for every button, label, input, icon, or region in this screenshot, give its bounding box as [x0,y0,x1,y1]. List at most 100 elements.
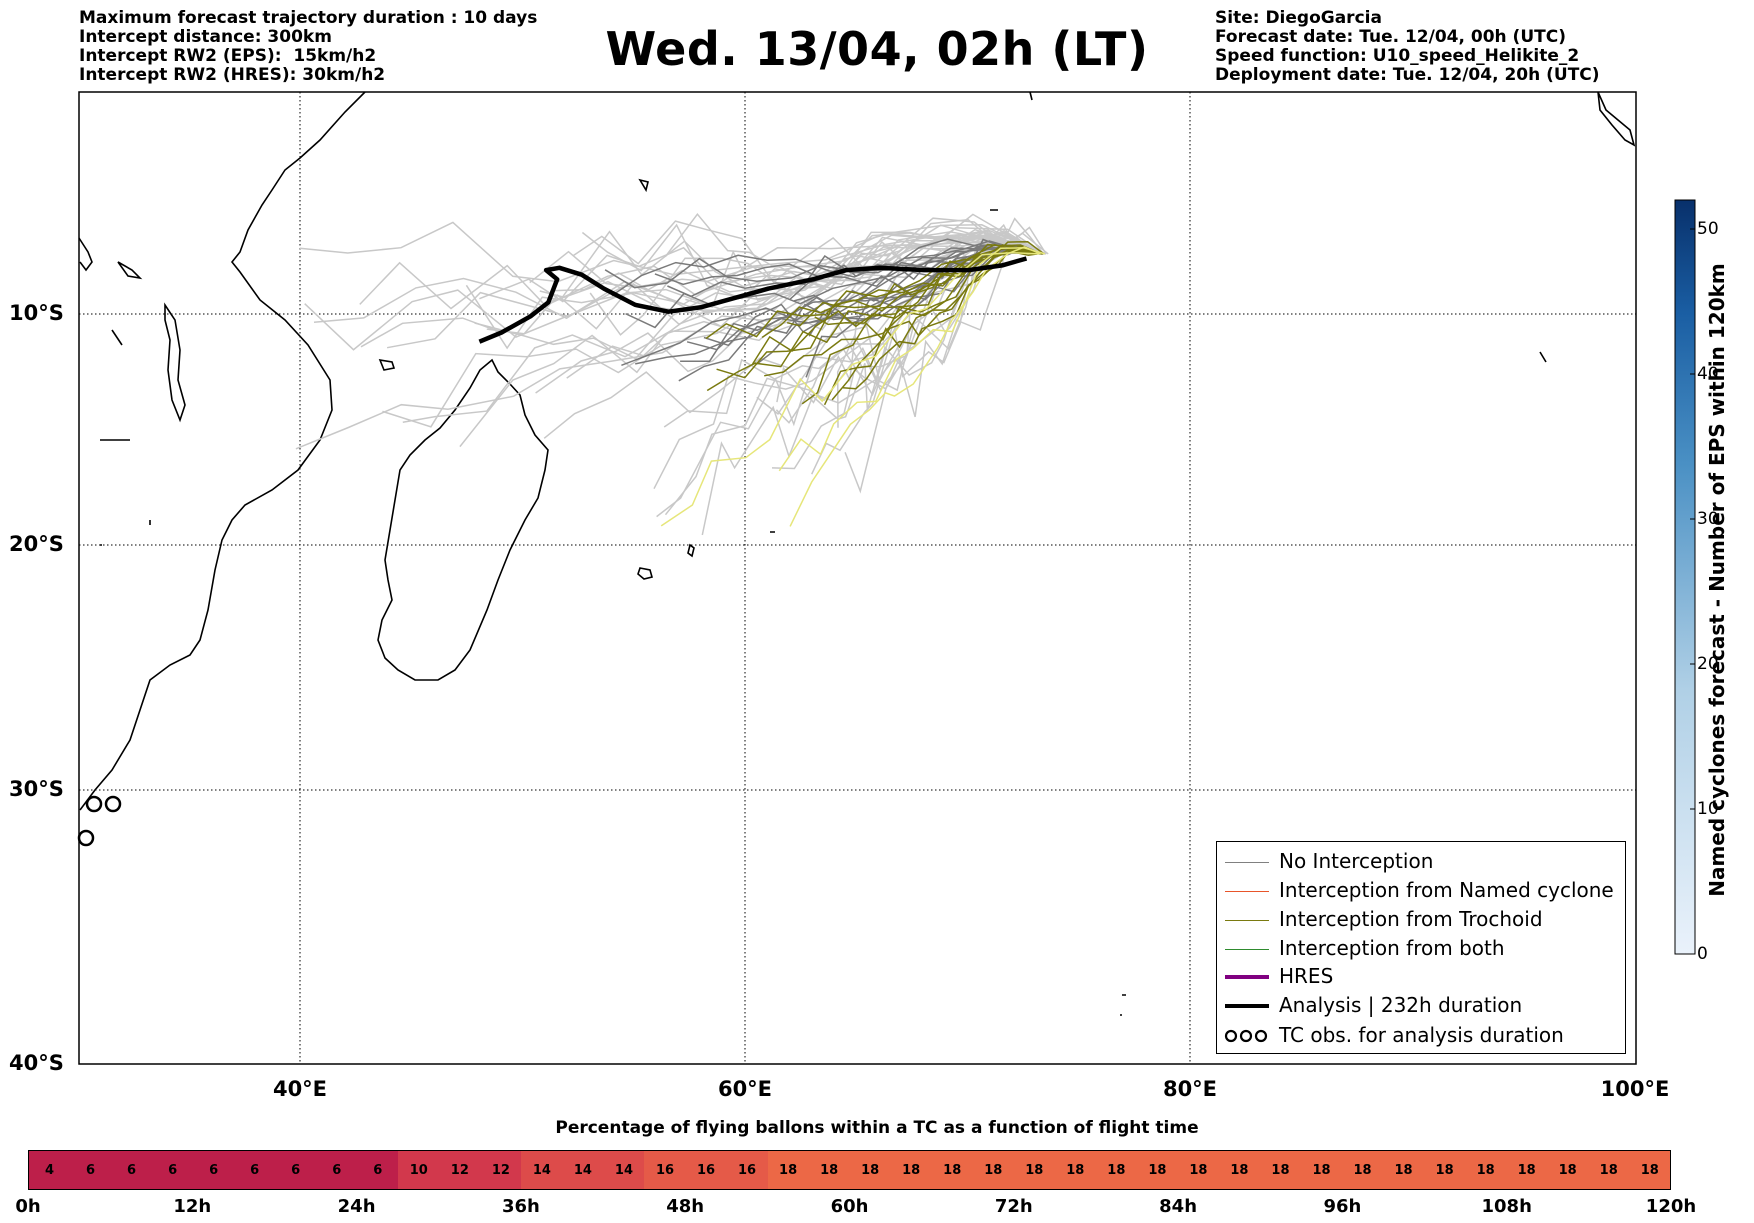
coastlines [78,91,1636,1016]
eps-trajectory [660,251,1040,527]
colorbar-tick-label: 10 [1697,799,1719,819]
lon-label-40e: 40°E [272,1077,328,1101]
lon-label-100e: 100°E [1600,1077,1670,1101]
info-intercept-distance: Intercept distance: 300km [79,27,332,47]
eps-trajectory [706,249,1037,392]
percentage-bar-title: Percentage of flying ballons within a TC… [555,1118,1199,1138]
percentage-cell: 18 [1424,1151,1466,1189]
legend-label: Interception from Trochoid [1279,907,1543,931]
legend-label: TC obs. for analysis duration [1279,1023,1564,1047]
hour-label: 60h [830,1196,869,1217]
percentage-cell: 18 [1547,1151,1589,1189]
mauritius-island [687,543,695,558]
info-intercept-eps: Intercept RW2 (EPS): 15km/h2 [79,46,377,66]
lat-label-30s: 30°S [9,777,64,801]
analysis-track [478,256,1028,344]
cyclone-symbols-icon [1224,1029,1268,1043]
eps-trajectory [386,231,1043,349]
lake-coast-small [117,261,143,280]
colorbar-tick-label: 40 [1697,364,1719,384]
eps-trajectories-trochoid [705,240,1045,406]
percentage-cell: 18 [767,1151,809,1189]
hour-label: 84h [1159,1196,1198,1217]
legend-label: Analysis | 232h duration [1279,993,1523,1017]
hour-label: 72h [994,1196,1033,1217]
percentage-cell: 18 [1095,1151,1137,1189]
eps-trajectory [572,213,1043,284]
percentage-cell: 16 [726,1151,768,1189]
percentage-cell: 18 [1013,1151,1055,1189]
percentage-cell: 6 [357,1151,399,1189]
eps-trajectory [295,246,1042,450]
map-title: Wed. 13/04, 02h (LT) [605,22,1149,76]
hour-label: 120h [1645,1196,1697,1217]
legend-label: Interception from Named cyclone [1279,878,1614,902]
percentage-cell: 18 [1629,1151,1671,1189]
colorbar-tick-label: 30 [1697,509,1719,529]
percentage-cell: 14 [603,1151,645,1189]
percentage-bar: 4 6 6 6 6 6 6 6 6 10 12 12 14 14 14 16 16 16 18 18 18 18 18 18 1… [28,1150,1671,1190]
eps-trajectory [611,246,1041,297]
lat-label-10s: 10°S [9,301,64,325]
info-deployment-date: Deployment date: Tue. 12/04, 20h (UTC) [1215,65,1600,85]
lat-label-40s: 40°S [9,1051,64,1075]
info-forecast-date: Forecast date: Tue. 12/04, 00h (UTC) [1215,27,1566,47]
eps-trajectory [685,236,1034,309]
percentage-cell: 16 [685,1151,727,1189]
seychelles-island [638,178,649,193]
africa-coastline [79,91,366,811]
eps-trajectory [716,246,1042,379]
percentage-cell: 18 [1506,1151,1548,1189]
small-islands [100,91,1547,1016]
percentage-cell: 6 [234,1151,276,1189]
legend-line-sample [1225,1004,1269,1008]
tc-obs-symbols [77,795,122,847]
hour-label: 48h [666,1196,705,1217]
legend-line-sample [1225,920,1269,921]
hour-label: 36h [501,1196,540,1217]
legend-line-sample [1225,949,1269,950]
colorbar-tick-label: 50 [1697,219,1719,239]
hour-label: 0h [15,1196,41,1217]
madagascar-coastline [377,358,549,681]
legend-label: Interception from both [1279,936,1505,960]
percentage-cell: 18 [1588,1151,1630,1189]
tc-obs-icon [104,795,122,813]
tc-obs-icon [85,795,103,813]
percentage-cell: 6 [193,1151,235,1189]
reunion-island [637,567,653,580]
percentage-cell: 18 [1342,1151,1384,1189]
legend-line-sample [1225,862,1269,863]
lon-label-60e: 60°E [717,1077,773,1101]
percentage-cell: 12 [480,1151,522,1189]
eps-trajectory [836,217,1044,428]
map-legend: No Interception Interception from Named … [1216,841,1626,1054]
header-left-info: Maximum forecast trajectory duration : 1… [79,9,537,85]
eps-trajectory [786,243,1043,327]
eps-trajectory [653,229,1041,490]
percentage-cell: 18 [1136,1151,1178,1189]
percentage-cell: 18 [890,1151,932,1189]
percentage-cell: 18 [1054,1151,1096,1189]
hour-label: 108h [1481,1196,1532,1217]
eps-trajectory [465,231,1033,350]
eps-trajectory [625,244,1038,329]
legend-line-sample [1225,891,1269,892]
mainland-west-coast [78,237,93,272]
percentage-cell: 18 [1259,1151,1301,1189]
percentage-cell: 14 [521,1151,563,1189]
lake-victoria [164,302,186,423]
hour-label: 96h [1323,1196,1362,1217]
lat-label-20s: 20°S [9,532,64,556]
gridlines [79,92,1636,1064]
tc-obs-icon [77,829,95,847]
percentage-cell: 18 [808,1151,850,1189]
eps-trajectory [459,233,1040,448]
eps-trajectory [479,226,1045,303]
eps-trajectory [604,238,1037,289]
percentage-cell: 6 [275,1151,317,1189]
percentage-cell: 4 [29,1151,71,1189]
eps-trajectory [402,242,1047,423]
eps-trajectory [382,224,1044,428]
percentage-cell: 6 [152,1151,194,1189]
